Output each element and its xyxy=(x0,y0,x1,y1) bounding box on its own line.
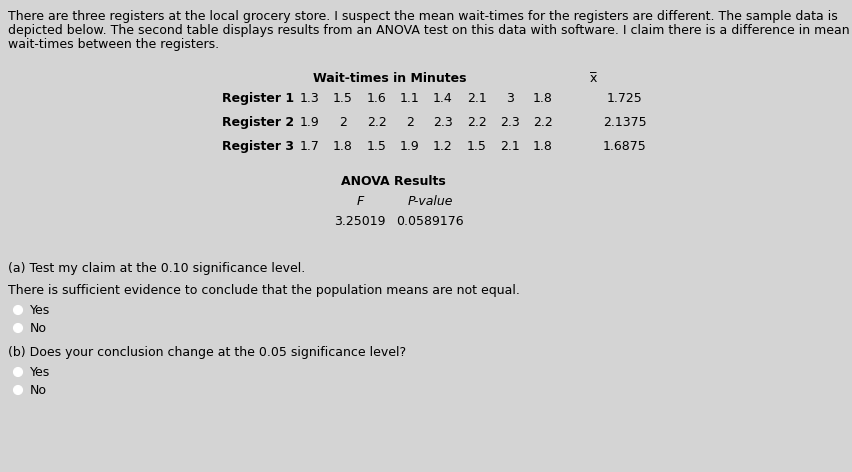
Text: 1.6875: 1.6875 xyxy=(602,140,646,153)
Text: No: No xyxy=(30,322,47,335)
Text: 1.2: 1.2 xyxy=(433,140,452,153)
Circle shape xyxy=(14,386,22,395)
Text: x̅: x̅ xyxy=(589,72,596,85)
Text: There are three registers at the local grocery store. I suspect the mean wait-ti: There are three registers at the local g… xyxy=(8,10,837,23)
Text: wait-times between the registers.: wait-times between the registers. xyxy=(8,38,219,51)
Circle shape xyxy=(14,305,22,314)
Text: 0.0589176: 0.0589176 xyxy=(395,215,463,228)
Text: 3: 3 xyxy=(505,92,514,105)
Text: 2.1375: 2.1375 xyxy=(602,116,646,129)
Text: depicted below. The second table displays results from an ANOVA test on this dat: depicted below. The second table display… xyxy=(8,24,849,37)
Text: Wait-times in Minutes: Wait-times in Minutes xyxy=(313,72,466,85)
Text: Register 2: Register 2 xyxy=(222,116,294,129)
Text: 1.9: 1.9 xyxy=(300,116,320,129)
Text: F: F xyxy=(356,195,363,208)
Text: 2.2: 2.2 xyxy=(532,116,552,129)
Text: Yes: Yes xyxy=(30,304,50,317)
Text: 2.2: 2.2 xyxy=(366,116,387,129)
Text: 1.8: 1.8 xyxy=(532,92,552,105)
Text: 1.3: 1.3 xyxy=(300,92,320,105)
Text: 1.9: 1.9 xyxy=(400,140,419,153)
Text: (b) Does your conclusion change at the 0.05 significance level?: (b) Does your conclusion change at the 0… xyxy=(8,346,406,359)
Text: (a) Test my claim at the 0.10 significance level.: (a) Test my claim at the 0.10 significan… xyxy=(8,262,305,275)
Text: 2.3: 2.3 xyxy=(499,116,519,129)
Text: 1.8: 1.8 xyxy=(532,140,552,153)
Text: There is sufficient evidence to conclude that the population means are not equal: There is sufficient evidence to conclude… xyxy=(8,284,519,297)
Text: 2.3: 2.3 xyxy=(433,116,452,129)
Circle shape xyxy=(14,323,22,332)
Text: 1.725: 1.725 xyxy=(607,92,642,105)
Text: 2: 2 xyxy=(406,116,413,129)
Text: 1.7: 1.7 xyxy=(300,140,320,153)
Text: 2.1: 2.1 xyxy=(467,92,486,105)
Text: 1.5: 1.5 xyxy=(467,140,486,153)
Text: No: No xyxy=(30,384,47,397)
Text: 1.5: 1.5 xyxy=(366,140,387,153)
Text: 1.4: 1.4 xyxy=(433,92,452,105)
Text: 1.5: 1.5 xyxy=(332,92,353,105)
Text: 2.2: 2.2 xyxy=(467,116,486,129)
Text: 2: 2 xyxy=(338,116,347,129)
Circle shape xyxy=(14,368,22,377)
Text: 1.6: 1.6 xyxy=(366,92,387,105)
Text: 1.1: 1.1 xyxy=(400,92,419,105)
Text: 1.8: 1.8 xyxy=(332,140,353,153)
Text: Yes: Yes xyxy=(30,366,50,379)
Text: Register 3: Register 3 xyxy=(222,140,294,153)
Text: 3.25019: 3.25019 xyxy=(334,215,385,228)
Text: Register 1: Register 1 xyxy=(222,92,294,105)
Text: P-value: P-value xyxy=(406,195,452,208)
Text: ANOVA Results: ANOVA Results xyxy=(340,175,445,188)
Text: 2.1: 2.1 xyxy=(499,140,519,153)
